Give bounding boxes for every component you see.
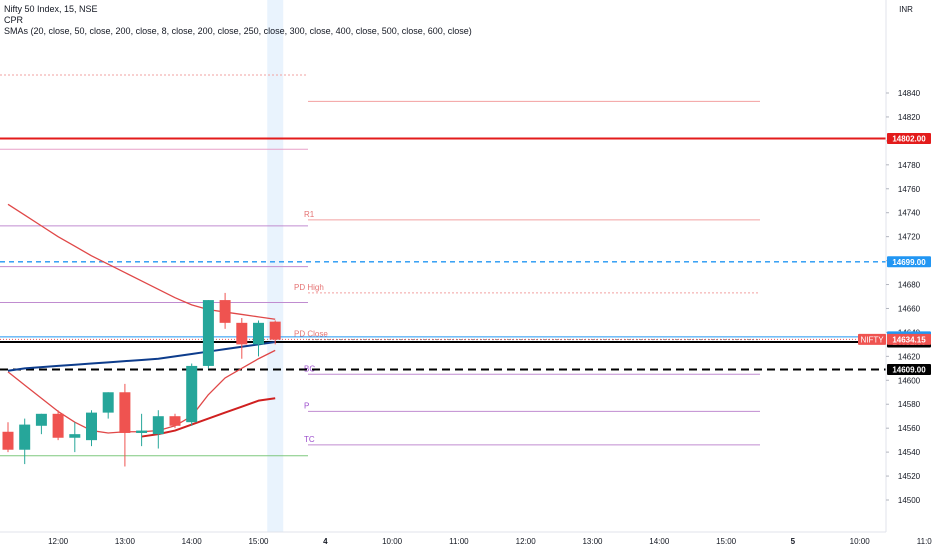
chart-symbol-title[interactable]: Nifty 50 Index, 15, NSE xyxy=(4,4,98,14)
y-tick-label: 14620 xyxy=(898,352,921,361)
y-tick-label: 14740 xyxy=(898,209,921,218)
candle-body[interactable] xyxy=(69,434,81,438)
y-tick-label: 14600 xyxy=(898,376,921,385)
x-tick-label: 5 xyxy=(791,537,796,546)
y-tick-label: 14780 xyxy=(898,161,921,170)
chart-legend: Nifty 50 Index, 15, NSE CPR SMAs (20, cl… xyxy=(4,4,472,37)
cpr-level-label: PD High xyxy=(294,283,324,292)
indicator-sma-label[interactable]: SMAs (20, close, 50, close, 200, close, … xyxy=(4,26,472,36)
y-tick-label: 14680 xyxy=(898,281,921,290)
x-tick-label: 11:00 xyxy=(449,537,469,546)
x-tick-label: 11:00 xyxy=(917,537,932,546)
x-tick-label: 4 xyxy=(323,537,328,546)
y-tick-label: 14760 xyxy=(898,185,921,194)
last-price-symbol-badge xyxy=(858,333,886,345)
candle-body[interactable] xyxy=(102,392,114,413)
candle-body[interactable] xyxy=(52,413,64,438)
cpr-level-label: R1 xyxy=(304,210,315,219)
price-axis-badge xyxy=(887,256,931,268)
y-tick-label: 14660 xyxy=(898,304,921,313)
sma-line-mid xyxy=(141,397,276,438)
y-tick-label: 14520 xyxy=(898,472,921,481)
candle-body[interactable] xyxy=(186,365,198,423)
x-tick-label: 10:00 xyxy=(382,537,403,546)
y-tick-label: 14820 xyxy=(898,113,921,122)
indicator-cpr-label[interactable]: CPR xyxy=(4,15,24,25)
price-axis-badge-label: 14699.00 xyxy=(892,258,926,267)
candle-body[interactable] xyxy=(202,300,214,366)
y-tick-label: 14840 xyxy=(898,89,921,98)
last-price-badge xyxy=(887,333,931,345)
candle-body[interactable] xyxy=(19,424,31,450)
x-tick-label: 14:00 xyxy=(649,537,670,546)
candle-body[interactable] xyxy=(169,416,181,426)
last-price-value: 14634.15 xyxy=(892,335,926,344)
last-price-symbol: NIFTY xyxy=(860,335,884,344)
candle-body[interactable] xyxy=(119,392,131,433)
sma-line-slow xyxy=(7,203,276,320)
price-axis-badge xyxy=(887,364,931,376)
candle-body[interactable] xyxy=(136,430,148,433)
sma-line-long xyxy=(7,340,276,372)
x-tick-label: 15:00 xyxy=(716,537,737,546)
cpr-level-label: BC xyxy=(304,364,315,373)
price-axis-badge-label: 14802.00 xyxy=(892,134,926,143)
cpr-level-label: TC xyxy=(304,435,315,444)
y-tick-label: 14540 xyxy=(898,448,921,457)
price-axis-badge xyxy=(887,132,931,144)
y-tick-label: 14560 xyxy=(898,424,921,433)
x-tick-label: 15:00 xyxy=(248,537,269,546)
cpr-level-label: P xyxy=(304,401,309,410)
x-tick-label: 13:00 xyxy=(115,537,136,546)
cpr-level-label: PD Close xyxy=(294,330,328,339)
candle-body[interactable] xyxy=(269,321,281,340)
y-tick-label: 14720 xyxy=(898,233,921,242)
x-tick-label: 12:00 xyxy=(48,537,69,546)
x-tick-label: 13:00 xyxy=(582,537,603,546)
candle-body[interactable] xyxy=(2,431,14,450)
candle-body[interactable] xyxy=(152,416,164,435)
candle-body[interactable] xyxy=(253,322,264,345)
x-tick-label: 12:00 xyxy=(516,537,537,546)
price-axis-badge-label: 14609.00 xyxy=(892,366,926,375)
candle-body[interactable] xyxy=(35,413,47,426)
candle-body[interactable] xyxy=(86,412,97,441)
y-tick-label: 14500 xyxy=(898,496,921,505)
x-tick-label: 14:00 xyxy=(182,537,203,546)
x-tick-label: 10:00 xyxy=(850,537,871,546)
y-tick-label: 14580 xyxy=(898,400,921,409)
candle-body[interactable] xyxy=(219,300,231,323)
currency-label: INR xyxy=(899,5,913,14)
session-highlight xyxy=(267,0,284,532)
candle-body[interactable] xyxy=(236,322,248,345)
